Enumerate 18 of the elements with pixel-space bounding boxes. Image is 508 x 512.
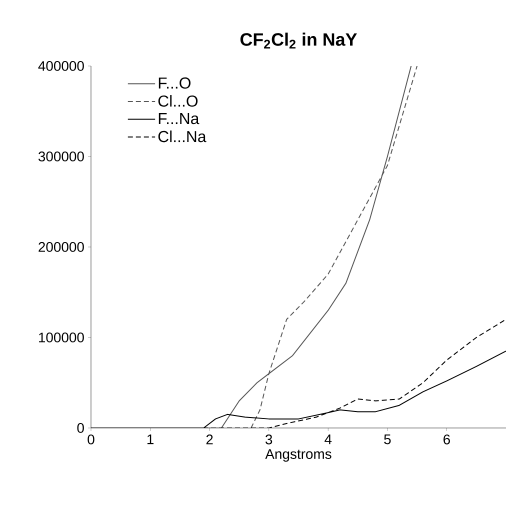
y-tick-label: 400000 xyxy=(38,61,84,71)
legend-label: Cl...Na xyxy=(158,130,206,142)
legend-label: Cl...O xyxy=(158,95,198,107)
chart-title: CF$_{2}$Cl$_{2}$ in NaY xyxy=(240,32,357,48)
x-tick-label: 4 xyxy=(324,434,332,444)
legend-label: F...Na xyxy=(158,113,200,124)
x-tick-label: 6 xyxy=(444,434,450,444)
x-tick-label: 2 xyxy=(206,434,213,444)
x-tick-label: 3 xyxy=(266,434,272,444)
y-tick-label: 200000 xyxy=(38,242,84,252)
y-tick-label: 0 xyxy=(77,423,84,433)
y-tick-label: 300000 xyxy=(38,152,84,162)
x-axis-title: Angstroms xyxy=(265,449,332,462)
x-tick-label: 5 xyxy=(384,434,391,444)
y-tick-label: 100000 xyxy=(39,332,84,342)
x-tick-label: 1 xyxy=(147,434,154,444)
legend-label: F...O xyxy=(158,77,191,89)
x-tick-label: 0 xyxy=(88,434,94,444)
